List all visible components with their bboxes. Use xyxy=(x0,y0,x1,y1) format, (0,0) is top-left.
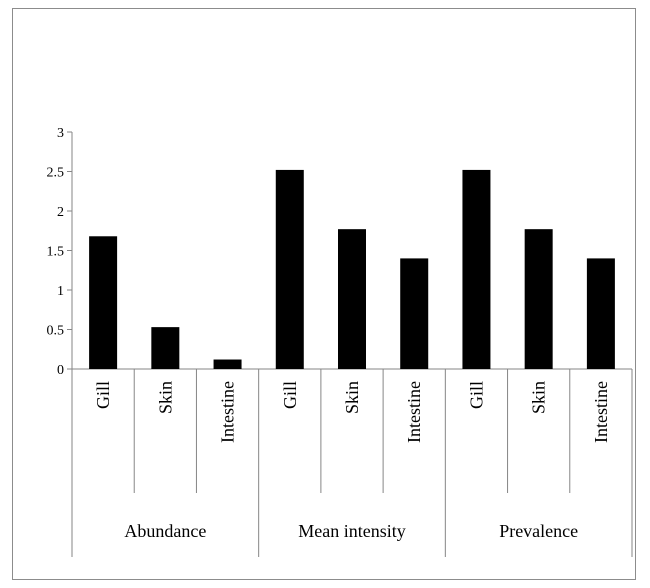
y-tick-label: 1 xyxy=(57,284,64,299)
bar xyxy=(462,169,491,369)
x-category-label: Gill xyxy=(466,381,486,409)
bar xyxy=(400,258,429,369)
bar xyxy=(89,236,118,369)
x-category-label: Gill xyxy=(280,381,300,409)
x-category-label: Gill xyxy=(93,381,113,409)
bar xyxy=(275,169,304,369)
x-group-label: Abundance xyxy=(124,521,206,541)
x-group-label: Prevalence xyxy=(499,521,578,541)
x-category-label: Skin xyxy=(155,381,175,414)
y-tick-label: 2.5 xyxy=(47,166,65,181)
x-category-label: Intestine xyxy=(218,381,238,443)
y-tick-label: 3 xyxy=(57,126,64,141)
y-tick-label: 0 xyxy=(57,363,64,378)
x-category-label: Intestine xyxy=(404,381,424,443)
x-category-label: Skin xyxy=(342,381,362,414)
x-category-label: Intestine xyxy=(591,381,611,443)
bar xyxy=(338,229,366,369)
bar xyxy=(586,258,615,369)
bar xyxy=(213,359,242,369)
y-tick-label: 2 xyxy=(57,205,64,220)
x-group-label: Mean intensity xyxy=(298,521,405,541)
bar xyxy=(524,229,553,369)
y-tick-label: 0.5 xyxy=(47,324,65,339)
bar xyxy=(151,327,180,369)
y-tick-label: 1.5 xyxy=(47,245,65,260)
x-category-label: Skin xyxy=(529,381,549,414)
